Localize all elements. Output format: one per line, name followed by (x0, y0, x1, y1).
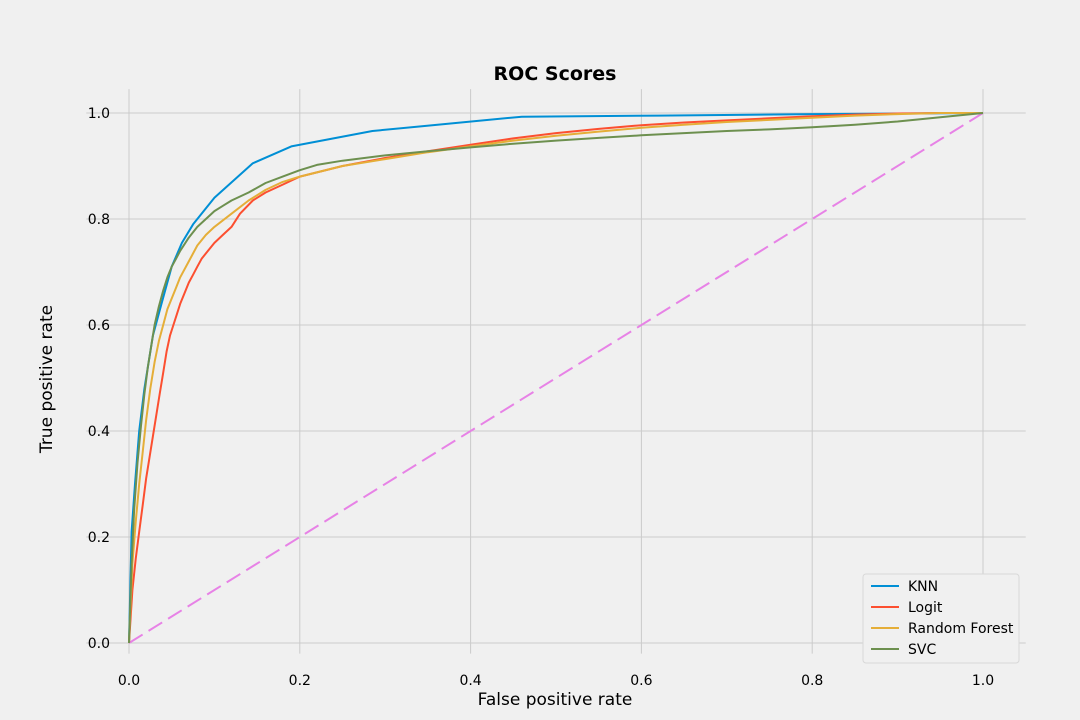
series-line-svc (128, 112, 984, 644)
series-line-diagonal (128, 112, 984, 644)
y-axis-label: True positive rate (37, 305, 57, 454)
x-axis-label: False positive rate (478, 690, 633, 710)
y-tick-label: 0.2 (88, 530, 110, 546)
y-tick-label: 0.8 (88, 212, 110, 228)
series-line-logit (128, 112, 983, 644)
x-tick-label: 0.4 (459, 673, 481, 689)
x-tick-label: 0.2 (289, 673, 311, 689)
tick-labels: 0.0 0.2 0.4 0.6 0.8 1.0 0.0 0.2 0.4 0.6 0.8 1.0 (88, 106, 994, 689)
x-tick-label: 0.8 (801, 673, 823, 689)
chart-title: ROC Scores (494, 63, 617, 85)
grid (86, 89, 1026, 654)
legend-label: SVC (908, 642, 936, 658)
y-tick-label: 0.6 (88, 318, 110, 334)
legend: KNN Logit Random Forest SVC (862, 573, 1020, 664)
plot-area (128, 112, 984, 644)
legend-label: Logit (908, 600, 943, 616)
y-tick-label: 1.0 (88, 106, 110, 122)
legend-label: Random Forest (908, 621, 1014, 637)
legend-frame (862, 573, 1020, 664)
series-line-knn (128, 112, 984, 644)
x-tick-label: 0.0 (118, 673, 140, 689)
series-line-random-forest (128, 112, 983, 644)
y-tick-label: 0.0 (88, 636, 110, 652)
x-tick-label: 1.0 (972, 673, 994, 689)
y-tick-label: 0.4 (88, 424, 110, 440)
x-tick-label: 0.6 (630, 673, 652, 689)
legend-label: KNN (908, 579, 938, 595)
